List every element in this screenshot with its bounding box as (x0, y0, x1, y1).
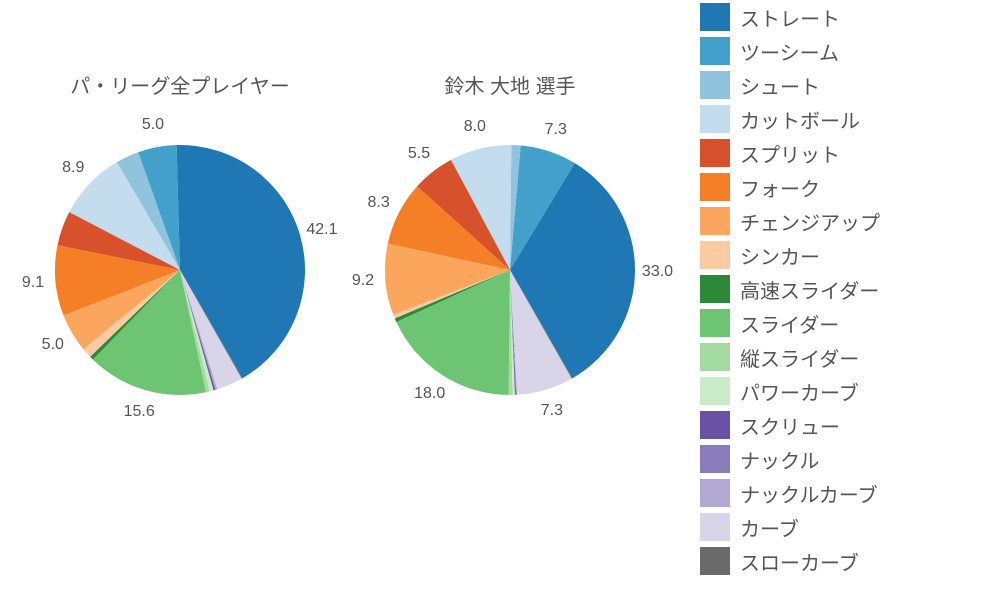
legend-label: シンカー (740, 241, 820, 270)
pie-title-0: パ・リーグ全プレイヤー (70, 70, 289, 99)
legend-item: スローカーブ (700, 544, 990, 578)
legend-item: 高速スライダー (700, 272, 990, 306)
legend-item: シンカー (700, 238, 990, 272)
pitch-type-pie-charts: パ・リーグ全プレイヤー42.15.08.99.15.015.6鈴木 大地 選手3… (0, 0, 1000, 600)
legend-swatch (700, 275, 730, 303)
legend-item: スプリット (700, 136, 990, 170)
pie-slice-label: 42.1 (306, 221, 337, 239)
legend-swatch (700, 445, 730, 473)
legend-label: 高速スライダー (740, 275, 879, 304)
pie-chart-0 (53, 143, 307, 397)
pie-slice-label: 7.3 (541, 402, 563, 420)
legend-label: パワーカーブ (740, 377, 859, 406)
legend-label: 縦スライダー (740, 343, 859, 372)
legend-item: パワーカーブ (700, 374, 990, 408)
legend-swatch (700, 377, 730, 405)
legend-item: チェンジアップ (700, 204, 990, 238)
legend-label: シュート (740, 71, 820, 100)
pie-slice-label: 7.3 (545, 121, 567, 139)
legend-label: スプリット (740, 139, 840, 168)
legend-item: ナックルカーブ (700, 476, 990, 510)
pie-slice-label: 5.0 (142, 116, 164, 134)
legend-label: ストレート (740, 3, 840, 32)
legend-label: カットボール (740, 105, 860, 134)
legend-label: スローカーブ (740, 547, 859, 576)
legend-item: シュート (700, 68, 990, 102)
legend-label: カーブ (740, 513, 799, 542)
legend-label: ナックルカーブ (740, 479, 878, 508)
legend-swatch (700, 513, 730, 541)
pitch-type-legend: ストレートツーシームシュートカットボールスプリットフォークチェンジアップシンカー… (700, 0, 990, 578)
pie-slice-label: 8.0 (464, 118, 486, 136)
legend-swatch (700, 411, 730, 439)
legend-swatch (700, 139, 730, 167)
legend-item: スライダー (700, 306, 990, 340)
legend-label: スライダー (740, 309, 839, 338)
legend-item: 縦スライダー (700, 340, 990, 374)
legend-swatch (700, 71, 730, 99)
legend-swatch (700, 105, 730, 133)
pie-slice-label: 9.2 (352, 272, 374, 290)
legend-swatch (700, 173, 730, 201)
legend-label: フォーク (740, 173, 820, 202)
pie-slice-label: 33.0 (642, 263, 673, 281)
legend-swatch (700, 479, 730, 507)
legend-label: チェンジアップ (740, 207, 880, 236)
legend-swatch (700, 207, 730, 235)
legend-label: スクリュー (740, 411, 840, 440)
legend-swatch (700, 37, 730, 65)
legend-swatch (700, 3, 730, 31)
pie-chart-1 (383, 143, 637, 397)
legend-item: フォーク (700, 170, 990, 204)
legend-item: ナックル (700, 442, 990, 476)
legend-label: ツーシーム (740, 37, 839, 66)
legend-item: カットボール (700, 102, 990, 136)
legend-swatch (700, 241, 730, 269)
legend-swatch (700, 547, 730, 575)
pie-slice-label: 15.6 (124, 403, 155, 421)
legend-swatch (700, 343, 730, 371)
legend-label: ナックル (740, 445, 819, 474)
legend-item: ストレート (700, 0, 990, 34)
legend-item: ツーシーム (700, 34, 990, 68)
pie-slice-label: 9.1 (22, 274, 44, 292)
legend-item: カーブ (700, 510, 990, 544)
legend-item: スクリュー (700, 408, 990, 442)
legend-swatch (700, 309, 730, 337)
pie-title-1: 鈴木 大地 選手 (444, 70, 575, 99)
